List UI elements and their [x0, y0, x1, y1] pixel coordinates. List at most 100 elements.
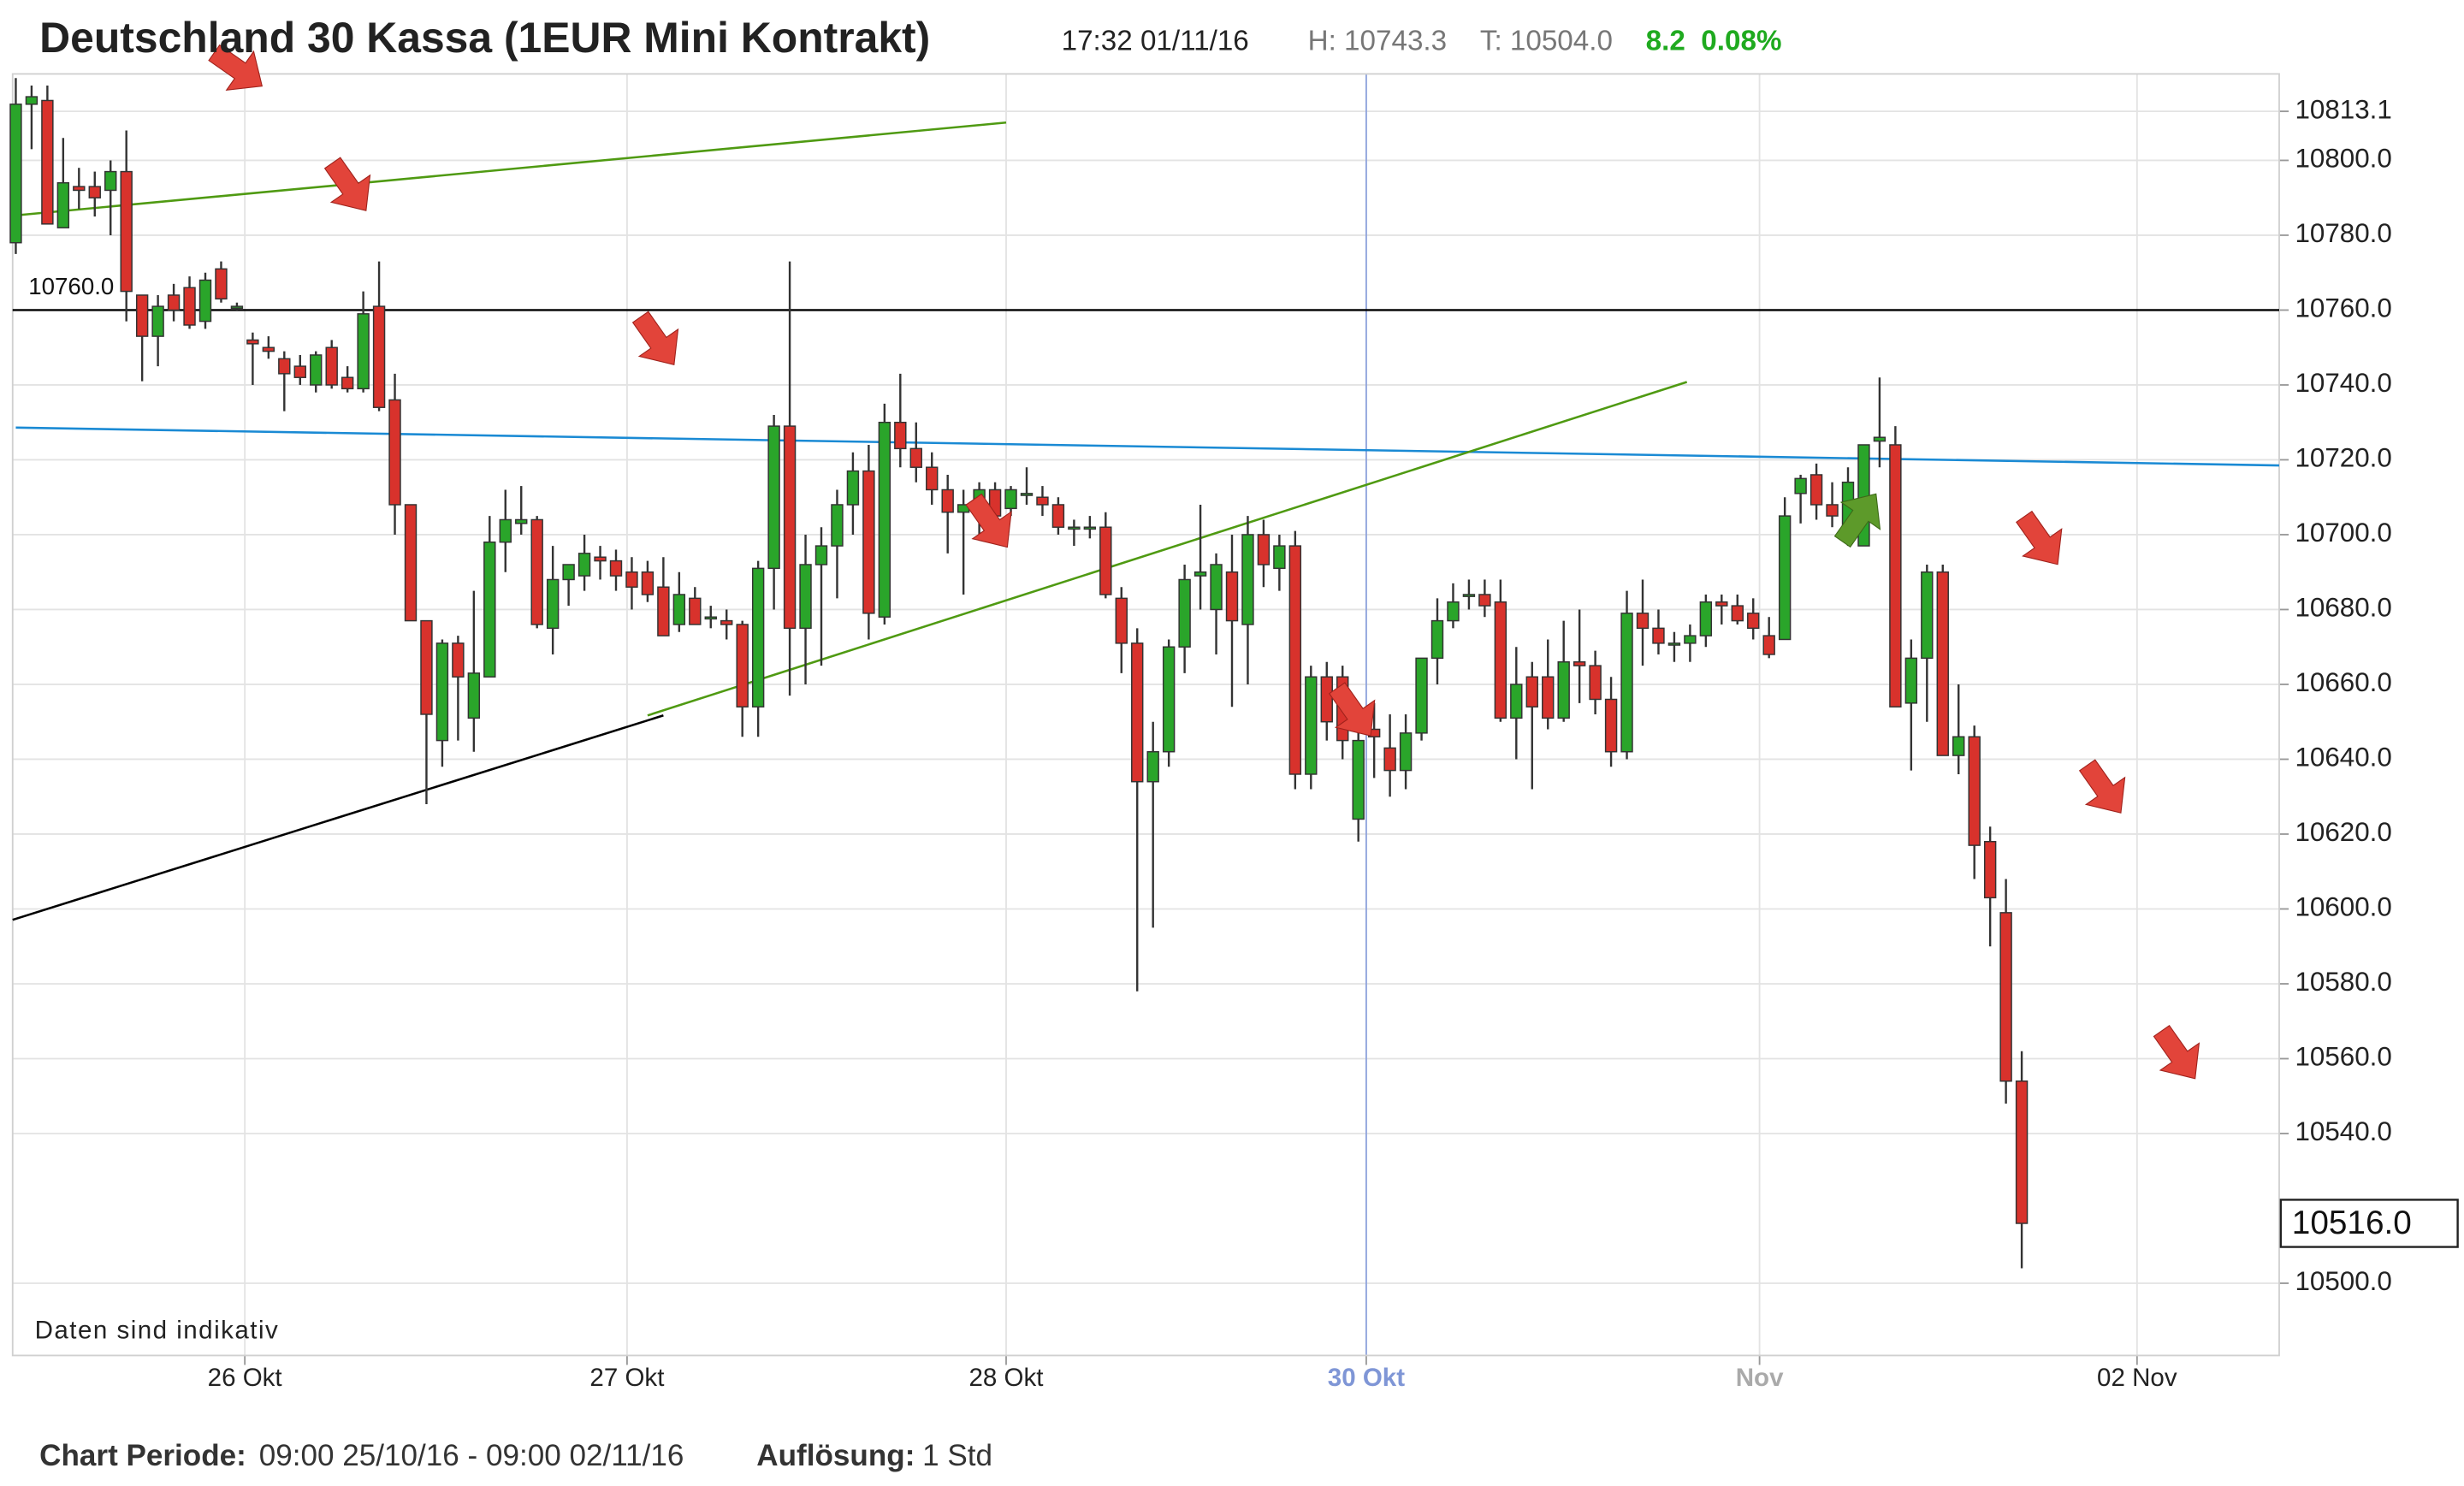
candle-body	[388, 399, 401, 506]
candle-body	[941, 488, 954, 513]
candle-body	[530, 518, 543, 625]
candle-body	[515, 518, 528, 524]
candle-body	[1447, 601, 1460, 622]
candle-body	[862, 470, 875, 614]
candle-body	[1210, 564, 1223, 611]
candle-body	[1273, 545, 1286, 570]
candle-body	[1178, 578, 1191, 648]
candle-body	[1762, 635, 1775, 655]
resolution-label: Auflösung:	[756, 1439, 915, 1472]
candle-body	[73, 186, 86, 192]
candle-body	[1667, 642, 1681, 646]
note: Daten sind indikativ	[35, 1317, 280, 1345]
candle-body	[1510, 684, 1523, 719]
candle-body	[135, 294, 149, 337]
candle-body	[452, 642, 465, 678]
candle-body	[625, 571, 638, 588]
candle-body	[1241, 534, 1254, 625]
x-tick-label: Nov	[1736, 1364, 1784, 1392]
candle-body	[720, 619, 733, 625]
candle-body	[1131, 642, 1144, 783]
candle-body	[609, 559, 623, 577]
candle-body	[1921, 571, 1934, 660]
candle-body	[230, 305, 244, 310]
candle-body	[372, 305, 386, 408]
period: 09:00 25/10/16 - 09:00 02/11/16	[259, 1439, 684, 1472]
y-tick-label: 10500.0	[2295, 1266, 2391, 1296]
candle-body	[88, 186, 101, 198]
candle-body	[262, 346, 275, 352]
candle-body	[167, 294, 181, 311]
candle-body	[546, 578, 560, 630]
candle-body	[310, 354, 323, 386]
candle-body	[562, 564, 575, 581]
candle-body	[435, 642, 449, 742]
change: 8.2	[1646, 25, 1685, 56]
candle-body	[1652, 627, 1665, 644]
candle-body	[594, 556, 607, 562]
marks: 10760.0	[9, 78, 2280, 1269]
candle-body	[1099, 526, 1112, 595]
y-tick-label: 10580.0	[2295, 967, 2391, 997]
candle-body	[1525, 676, 1538, 707]
arrow	[620, 302, 695, 380]
candle-body	[846, 470, 860, 506]
candle-body	[1494, 601, 1507, 719]
candle-body	[672, 594, 686, 625]
y-tick-label: 10700.0	[2295, 518, 2391, 548]
candle-body	[1415, 657, 1428, 734]
candle-body	[499, 518, 512, 543]
candle-body	[1778, 515, 1792, 641]
candle-body	[799, 564, 812, 630]
candle-body	[909, 447, 922, 468]
candle-body	[1573, 660, 1586, 666]
candle-body	[1731, 605, 1744, 622]
candle-body	[278, 358, 291, 375]
y-tick-label: 10560.0	[2295, 1042, 2391, 1072]
candle-body	[1604, 698, 1618, 753]
candle-body	[1589, 665, 1602, 701]
candle-body	[1889, 444, 1902, 707]
y-tick-label: 10660.0	[2295, 667, 2391, 697]
candle-body	[814, 545, 828, 565]
candle-body	[1478, 594, 1491, 607]
candle-body	[783, 425, 797, 630]
title: Deutschland 30 Kassa (1EUR Mini Kontrakt…	[39, 14, 930, 62]
candle-body	[894, 421, 907, 450]
candle-body	[1684, 635, 1697, 644]
x-tick-label: 30 Okt	[1328, 1364, 1405, 1392]
candle-body	[1257, 534, 1270, 565]
candle-body	[704, 616, 717, 620]
x-tick-label: 26 Okt	[208, 1364, 282, 1392]
candle-body	[1020, 493, 1034, 496]
candle-body	[1826, 504, 1839, 517]
candle-body	[1083, 526, 1097, 530]
resolution: 1 Std	[922, 1439, 992, 1472]
candle-body	[1288, 545, 1302, 775]
candle-body	[56, 181, 70, 228]
candle-body	[1999, 912, 2012, 1082]
arrow	[2004, 502, 2078, 579]
candle-body	[878, 421, 891, 618]
signal-arrows	[199, 33, 2216, 1093]
candle-body	[183, 287, 196, 326]
candle-body	[1715, 601, 1728, 607]
candle-body	[1383, 747, 1396, 772]
candle-body	[1036, 496, 1049, 506]
candle-body	[1051, 504, 1065, 528]
candle-body	[1952, 736, 1965, 756]
period-label: Chart Periode:	[39, 1439, 246, 1472]
candle-body	[1810, 474, 1823, 506]
candle-body	[831, 504, 844, 547]
candle-body	[41, 99, 54, 225]
candle-body	[1794, 477, 1807, 494]
low: T: 10504.0	[1480, 25, 1613, 56]
candle-body	[293, 365, 306, 378]
candle-body	[120, 170, 133, 293]
candle-body	[1004, 488, 1017, 510]
candle-body	[2015, 1080, 2029, 1224]
candle-body	[578, 553, 591, 577]
candle-body	[1225, 571, 1239, 622]
candle-body	[1936, 571, 1949, 756]
y-tick-label: 10720.0	[2295, 443, 2391, 473]
